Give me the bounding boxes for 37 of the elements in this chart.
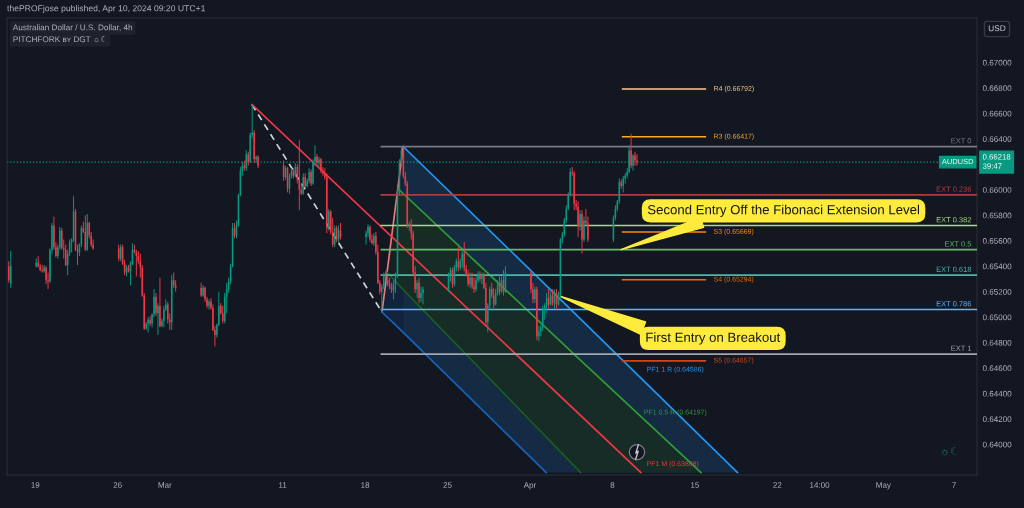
y-tick-label: 0.66400 bbox=[982, 136, 1012, 142]
y-tick-label: 0.66000 bbox=[982, 187, 1012, 193]
y-tick-label: 0.64800 bbox=[982, 339, 1012, 346]
x-tick-label: 19 bbox=[31, 482, 40, 488]
x-tick-label: 14:00 bbox=[810, 482, 830, 488]
x-tick-label: 7 bbox=[952, 482, 956, 488]
y-tick-label: 0.65200 bbox=[982, 288, 1012, 295]
y-tick-label: 0.67000 bbox=[982, 59, 1012, 66]
y-tick-label: 0.64600 bbox=[982, 365, 1012, 372]
x-tick-label: 8 bbox=[610, 482, 615, 488]
annotation: Second Entry Off the Fibonaci Extension Level bbox=[647, 204, 920, 217]
y-tick-label: 0.65800 bbox=[982, 212, 1012, 219]
y-tick-label: 0.64000 bbox=[982, 441, 1012, 448]
text: thePROFjose published, Apr 10, 2024 09:20 UTC+1 bbox=[7, 4, 205, 14]
candlestick bbox=[145, 321, 147, 331]
x-tick-label: 22 bbox=[773, 482, 782, 488]
text: PITCHFORK ʙʏ DGT ☼☾ bbox=[13, 36, 105, 43]
x-tick-label: 18 bbox=[361, 482, 370, 488]
x-tick-label: 15 bbox=[691, 482, 700, 488]
y-tick-label: 0.64400 bbox=[982, 390, 1012, 397]
y-tick-label: 0.65000 bbox=[982, 314, 1012, 321]
text: Australian Dollar / U.S. Dollar, 4h bbox=[12, 24, 133, 32]
x-tick-label: Mar bbox=[158, 482, 172, 488]
x-tick-label: Apr bbox=[523, 482, 537, 490]
y-tick-label: 0.66800 bbox=[982, 85, 1012, 92]
x-tick-label: 26 bbox=[113, 482, 122, 488]
y-tick-label: 0.64200 bbox=[982, 416, 1012, 422]
x-tick-label: May bbox=[876, 482, 891, 490]
x-tick-label: 11 bbox=[279, 482, 287, 488]
y-tick-label: 0.65400 bbox=[982, 263, 1012, 270]
candlestick bbox=[9, 250, 12, 289]
annotation: ☼☾ bbox=[941, 446, 956, 456]
x-tick-label: 25 bbox=[443, 482, 452, 488]
y-tick-label: 0.66600 bbox=[982, 110, 1012, 117]
y-axis-title: USD bbox=[988, 25, 1006, 32]
y-tick-label: 0.65600 bbox=[982, 238, 1012, 244]
annotation: First Entry on Breakout bbox=[646, 332, 781, 345]
